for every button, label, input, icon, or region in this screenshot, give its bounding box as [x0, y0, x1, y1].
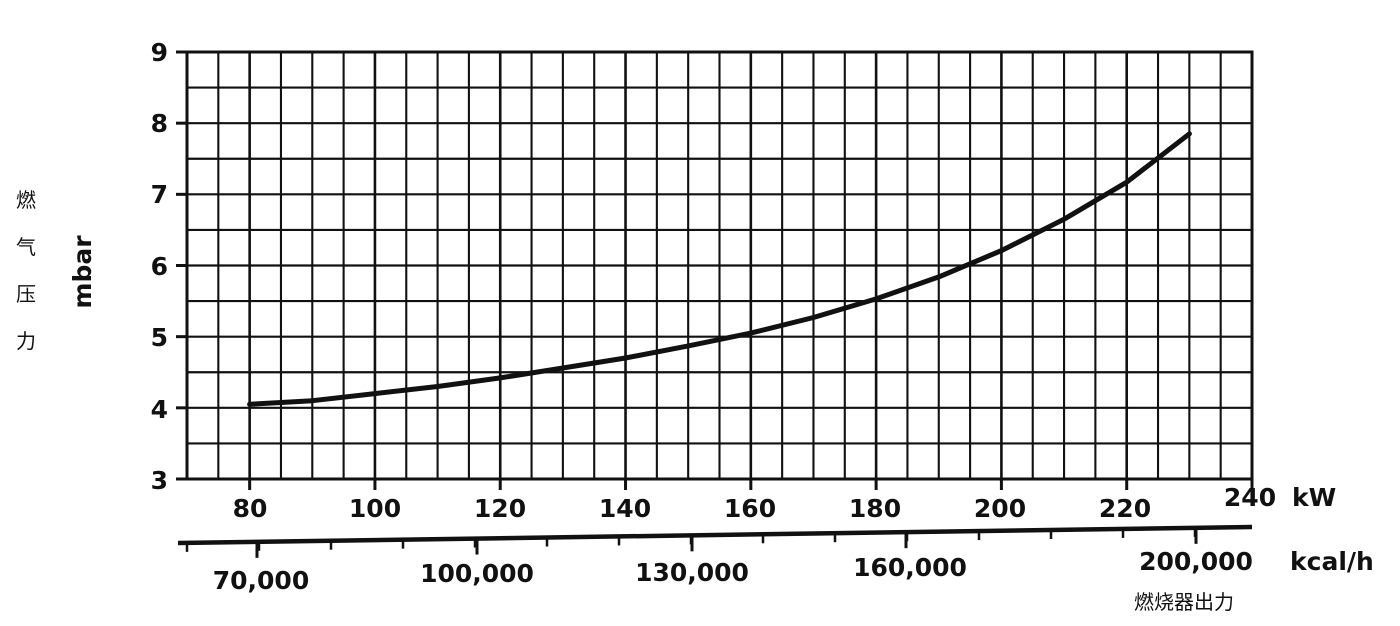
x2-tick-label: 200,000: [1139, 547, 1253, 576]
x-tick-label: 160: [724, 494, 776, 523]
y-axis-title: mbar: [68, 235, 97, 309]
x-tick-labels: 80 100 120 140 160 180 200 220 240 kW: [233, 483, 1337, 523]
x-tick-label: 180: [849, 494, 901, 523]
x-tick-label: 200: [974, 494, 1026, 523]
x2-tick-label: 160,000: [853, 553, 967, 582]
y-tick-label: 6: [151, 252, 168, 281]
y-tick-label: 9: [151, 38, 168, 67]
y-tick-label: 4: [151, 395, 168, 424]
kcal-axis: [177, 524, 1253, 558]
y-tick-label: 7: [151, 180, 168, 209]
y-tick-marks: [176, 50, 187, 481]
x-tick-label: 140: [599, 494, 651, 523]
y-axis-title-char: 压: [16, 282, 36, 306]
x2-unit-label: kcal/h: [1290, 547, 1374, 576]
y-tick-label: 8: [151, 109, 168, 138]
x-tick-marks: [248, 479, 1254, 490]
x2-tick-label: 130,000: [635, 558, 749, 587]
x2-tick-label: 70,000: [213, 566, 309, 595]
chart-grid: [185, 50, 1254, 481]
pressure-curve: [247, 131, 1192, 407]
y-tick-label: 3: [151, 466, 168, 495]
x-axis-title-cn: 燃烧器出力: [1134, 590, 1234, 614]
x2-tick-label: 100,000: [420, 559, 534, 588]
x-unit-label: kW: [1292, 483, 1336, 512]
series-layer: [247, 131, 1192, 407]
x2-tick-labels: 70,000 100,000 130,000 160,000 200,000 k…: [213, 547, 1374, 595]
x-tick-label: 220: [1099, 494, 1151, 523]
y-axis-title-char: 力: [16, 329, 36, 353]
y-axis-title-char: 燃: [16, 188, 36, 212]
y-tick-labels: 3 4 5 6 7 8 9: [151, 38, 168, 495]
kcal-axis-line: [177, 524, 1253, 546]
y-axis-title-char: 气: [16, 235, 36, 259]
x-tick-label: 120: [474, 494, 526, 523]
x-tick-label: 240: [1224, 483, 1276, 512]
x-tick-label: 100: [349, 494, 401, 523]
x-tick-label: 80: [233, 494, 268, 523]
y-tick-label: 5: [151, 323, 168, 352]
